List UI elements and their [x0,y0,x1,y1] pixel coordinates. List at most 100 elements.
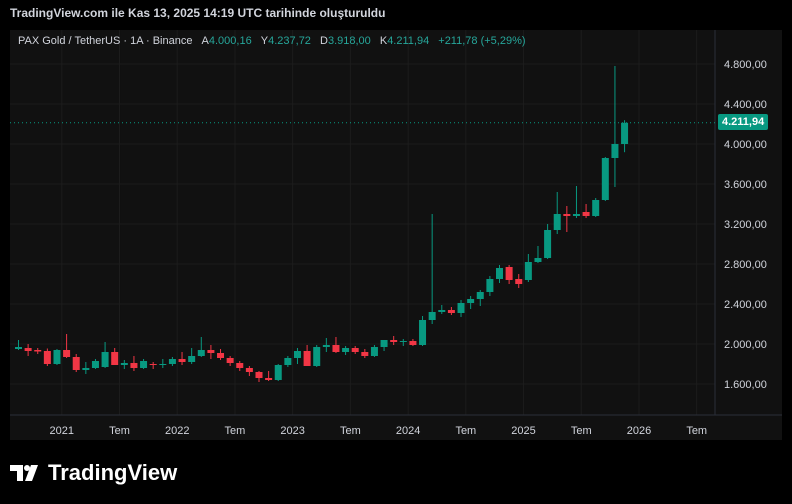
candle-body [63,350,71,357]
candle-body [601,158,609,200]
price-tick-label: 4.400,00 [724,99,767,111]
candle-body [178,359,186,362]
legend-symbol[interactable]: PAX Gold / TetherUS · 1A · Binance [18,35,193,47]
candle-body [245,368,253,372]
legend-low-label: D [320,35,328,47]
candle-body [611,144,619,158]
candle-body [496,268,503,279]
candle-body [140,361,148,368]
candle-body [91,361,99,368]
candle-body [457,303,465,313]
candle-body [188,356,196,362]
candle-body [101,352,109,367]
candle-body [582,212,590,216]
candle-body [111,352,119,365]
candle-body [313,347,321,366]
time-tick-label: 2025 [511,425,535,437]
chart-panel[interactable]: 1.600,00 2.000,00 2.400,00 2.800,00 3.200,00… [10,30,782,440]
chart-caption: TradingView.com ile Kas 13, 2025 14:19 U… [10,6,386,20]
candle-body [534,258,542,262]
price-tick-label: 2.800,00 [724,259,767,271]
legend-high-label: Y [260,35,269,47]
candle-body [265,378,273,380]
brand-name: TradingView [48,460,178,485]
time-tick-label: 2021 [50,425,74,437]
chart-legend: PAX Gold / TetherUS · 1A · Binance A4.00… [18,35,526,47]
price-tick-label: 1.600,00 [724,379,767,391]
time-tick-label: 2022 [165,425,189,437]
candle-body [544,230,552,258]
time-tick-label: Tem [571,425,592,437]
candle-body [15,347,22,349]
candle-body [34,350,42,352]
legend-open-value: 4.000,16 [208,35,252,47]
time-tick-label: 2026 [627,425,651,437]
candle-body [380,340,388,347]
candle-body [332,345,340,352]
candle-body [226,358,234,363]
price-tick-label: 2.000,00 [724,339,767,351]
candle-body [24,348,32,351]
legend-high-value: 4.237,72 [268,35,311,47]
price-tick-label: 3.600,00 [724,179,767,191]
candle-body [553,214,561,230]
candle-body [592,200,600,216]
time-tick-label: Tem [340,425,361,437]
price-tick-label: 2.400,00 [724,299,767,311]
candle-body [524,262,532,280]
candle-body [130,363,138,368]
price-tick-label: 4.000,00 [724,139,767,151]
price-tick-label: 3.200,00 [724,219,767,231]
candle-body [72,357,80,370]
candle-body [53,350,61,364]
candle-body [168,359,176,364]
candle-body [159,364,167,365]
candle-body [428,312,436,320]
candle-body [572,214,580,216]
candlestick-chart[interactable]: 1.600,00 2.000,00 2.400,00 2.800,00 3.200,00… [10,30,782,440]
candle-body [370,347,378,356]
candle-body [447,310,455,313]
candle-body [197,350,205,356]
legend-low-value: 3.918,00 [327,35,371,47]
candle-body [399,341,407,342]
candle-body [82,368,90,370]
candle-body [255,372,263,378]
time-tick-label: Tem [455,425,476,437]
candle-body [438,310,446,312]
legend-close-label: K [379,35,388,47]
time-tick-label: 2023 [280,425,304,437]
legend-close-value: 4.211,94 [387,35,430,47]
tradingview-logo-icon [10,463,42,483]
candle-body [351,348,359,352]
current-price-badge: 4.211,94 [718,113,769,130]
candle-body [217,353,225,358]
candle-body [43,351,51,364]
legend-change: +211,78 (+5,29%) [438,35,526,47]
candle-body [236,363,244,368]
time-tick-label: Tem [225,425,246,437]
candle-body [120,363,128,365]
candle-body [563,214,571,216]
candle-body [284,358,292,365]
candle-body [390,340,398,342]
candle-body [486,279,494,292]
candle-body [515,279,523,284]
candle-body [322,345,330,347]
candle-body [476,292,484,299]
candle-body [621,122,629,144]
candle-body [293,351,301,358]
candle-body [303,351,311,366]
candle-body [467,299,475,303]
tradingview-brand[interactable]: TradingView [10,460,177,486]
candle-body [419,320,427,345]
candle-body [505,267,513,280]
legend-open-label: A [201,35,209,47]
candle-body [207,350,215,353]
candle-body [342,348,350,352]
time-tick-label: Tem [686,425,707,437]
candle-body [149,364,157,365]
time-tick-label: Tem [109,425,130,437]
time-tick-label: 2024 [396,425,420,437]
price-tick-label: 4.800,00 [724,59,767,71]
